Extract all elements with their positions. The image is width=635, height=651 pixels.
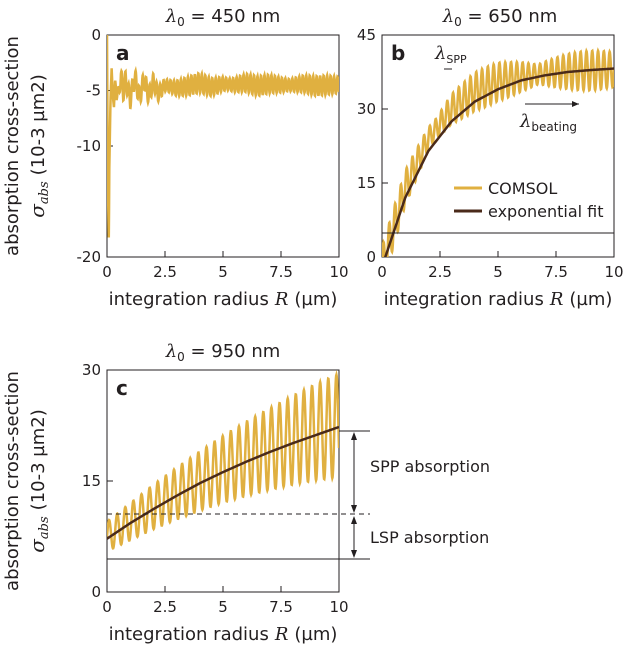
y-tick-label: 0 xyxy=(91,26,101,44)
panel-a: λ0 = 450 nm a 0 2.5 5 7.5 10 0 -5 -10 -20 integr… xyxy=(77,6,349,310)
panel-c-spp-arrowhead-top xyxy=(351,432,357,440)
panel-a-series-comsol xyxy=(107,35,339,238)
panel-c-lsp-label: LSP absorption xyxy=(370,528,489,547)
panel-b-beating-arrowhead xyxy=(572,101,579,107)
ylabel-bottom-line1: absorption cross-section xyxy=(2,371,23,591)
x-tick-label: 7.5 xyxy=(544,263,568,281)
x-tick-label: 5 xyxy=(493,263,503,281)
y-tick-label: 45 xyxy=(357,26,376,44)
x-tick-label: 7.5 xyxy=(269,263,293,281)
panel-b-title: λ0 = 650 nm xyxy=(442,6,558,29)
legend-label-comsol: COMSOL xyxy=(488,179,557,198)
x-tick-label: 10 xyxy=(329,598,348,616)
panel-b-xlabel: integration radius R (µm) xyxy=(384,289,613,310)
y-tick-label: 15 xyxy=(82,472,101,490)
panel-c-ticks: 0 2.5 5 7.5 10 30 15 0 xyxy=(82,361,349,616)
y-tick-label: 0 xyxy=(366,248,376,266)
panel-c-lsp-arrowhead-top xyxy=(351,516,357,524)
x-tick-label: 0 xyxy=(377,263,387,281)
ylabel-top: absorption cross-section σabs(10-3 µm2) xyxy=(2,36,52,256)
x-tick-label: 5 xyxy=(218,598,228,616)
y-tick-label: 30 xyxy=(357,100,376,118)
panel-c-spp-label: SPP absorption xyxy=(370,457,490,476)
legend: COMSOL exponential fit xyxy=(454,179,604,221)
panel-c-label: c xyxy=(116,376,128,400)
x-tick-label: 2.5 xyxy=(153,598,177,616)
y-tick-label: 15 xyxy=(357,174,376,192)
panel-c: λ0 = 950 nm c 0 2.5 5 7.5 10 30 15 0 SPP absorp… xyxy=(82,341,490,645)
y-tick-label: -5 xyxy=(86,82,101,100)
panel-c-lsp-arrowhead-bottom xyxy=(351,550,357,558)
panel-b-ticks: 0 2.5 5 7.5 10 45 30 15 0 xyxy=(357,26,624,281)
panel-a-title: λ0 = 450 nm xyxy=(165,6,281,29)
y-tick-label: -20 xyxy=(77,248,102,266)
panel-b-label: b xyxy=(391,41,405,65)
panel-a-label: a xyxy=(116,41,130,65)
panel-b-lambda-beating: λbeating xyxy=(519,111,577,134)
x-tick-label: 2.5 xyxy=(153,263,177,281)
panel-a-xlabel: integration radius R (µm) xyxy=(109,289,338,310)
panel-a-frame xyxy=(106,34,340,258)
x-tick-label: 0 xyxy=(102,598,112,616)
x-tick-label: 2.5 xyxy=(428,263,452,281)
panel-b-series-comsol xyxy=(382,47,614,257)
ylabel-bottom: absorption cross-section σabs(10-3 µm2) xyxy=(2,371,52,591)
y-tick-label: 0 xyxy=(91,583,101,601)
panel-b: λ0 = 650 nm b 0 2.5 5 7.5 10 45 30 15 0 λSPP λbe… xyxy=(357,6,624,310)
panel-c-series-comsol xyxy=(107,370,339,550)
x-tick-label: 10 xyxy=(604,263,623,281)
x-tick-label: 7.5 xyxy=(269,598,293,616)
y-tick-label: -10 xyxy=(77,137,102,155)
x-tick-label: 5 xyxy=(218,263,228,281)
panel-c-xlabel: integration radius R (µm) xyxy=(109,624,338,645)
panel-b-lambda-spp: λSPP xyxy=(434,43,467,66)
y-tick-label: 30 xyxy=(82,361,101,379)
panel-c-spp-arrowhead-bottom xyxy=(351,505,357,513)
ylabel-top-line1: absorption cross-section xyxy=(2,36,23,256)
panel-c-title: λ0 = 950 nm xyxy=(165,341,281,364)
x-tick-label: 0 xyxy=(102,263,112,281)
ylabel-bottom-line2: σabs(10-3 µm2) xyxy=(25,409,52,552)
legend-label-fit: exponential fit xyxy=(488,202,604,221)
panel-b-series-fit xyxy=(383,67,614,257)
ylabel-top-line2: σabs(10-3 µm2) xyxy=(25,74,52,217)
x-tick-label: 10 xyxy=(329,263,348,281)
